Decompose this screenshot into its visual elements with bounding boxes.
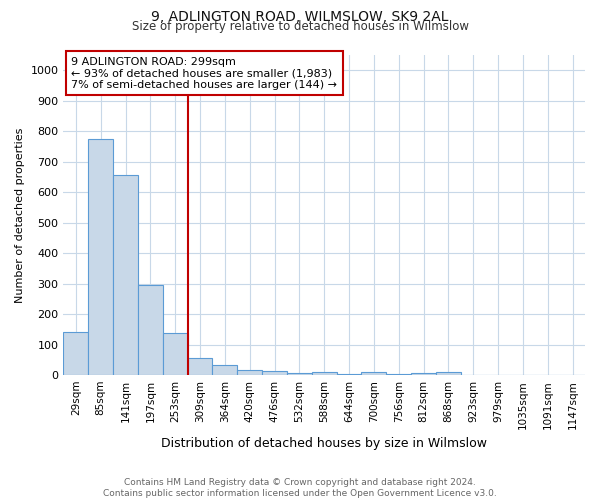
Bar (337, 374, 361, 375)
Bar (138, 285, 163, 375)
Text: 9, ADLINGTON ROAD, WILMSLOW, SK9 2AL: 9, ADLINGTON ROAD, WILMSLOW, SK9 2AL (151, 10, 449, 24)
Bar (237, 370, 262, 375)
Bar (361, 372, 386, 375)
Y-axis label: Number of detached properties: Number of detached properties (15, 128, 25, 302)
Bar (188, 358, 212, 375)
Text: Contains HM Land Registry data © Crown copyright and database right 2024.
Contai: Contains HM Land Registry data © Crown c… (103, 478, 497, 498)
Text: Size of property relative to detached houses in Wilmslow: Size of property relative to detached ho… (131, 20, 469, 33)
Bar (287, 373, 312, 375)
X-axis label: Distribution of detached houses by size in Wilmslow: Distribution of detached houses by size … (161, 437, 487, 450)
Bar (436, 372, 461, 375)
Bar (312, 372, 337, 375)
Text: 9 ADLINGTON ROAD: 299sqm
← 93% of detached houses are smaller (1,983)
7% of semi: 9 ADLINGTON ROAD: 299sqm ← 93% of detach… (71, 56, 337, 90)
Bar (212, 366, 237, 375)
Bar (64, 332, 88, 375)
Bar (88, 139, 113, 375)
Bar (386, 374, 411, 375)
Bar (411, 373, 436, 375)
Bar (163, 333, 188, 375)
Bar (262, 371, 287, 375)
Bar (113, 176, 138, 375)
